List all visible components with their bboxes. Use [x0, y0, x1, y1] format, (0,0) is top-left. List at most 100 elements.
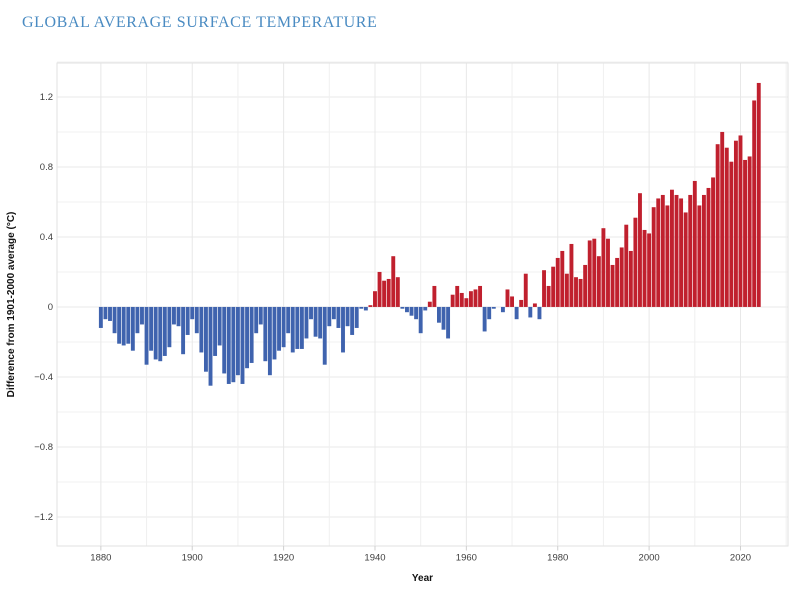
- plot-border: [56, 62, 789, 547]
- bar-2018: [729, 161, 734, 307]
- bar-1963: [478, 285, 483, 307]
- bar-1941: [377, 271, 382, 307]
- bar-1924: [299, 306, 304, 349]
- bar-1955: [441, 306, 446, 330]
- bar-1985: [578, 278, 583, 307]
- bar-1988: [592, 238, 597, 307]
- bar-1885: [121, 306, 126, 346]
- bar-1934: [345, 306, 350, 327]
- bar-1980: [555, 257, 560, 307]
- y-tick-label--0.4: −0.4: [34, 372, 53, 383]
- bar-1940: [373, 291, 377, 307]
- bar-1927: [313, 306, 318, 337]
- bar-1920: [281, 306, 286, 348]
- bar-2013: [706, 187, 711, 307]
- bar-2015: [715, 144, 720, 307]
- bar-1925: [304, 306, 309, 339]
- bar-1973: [523, 273, 528, 307]
- bar-1998: [638, 193, 642, 307]
- bar-1943: [386, 278, 391, 307]
- bar-1958: [455, 285, 460, 307]
- bar-1909: [231, 306, 236, 383]
- bar-1994: [619, 247, 624, 307]
- bar-1890: [144, 306, 149, 365]
- bar-1913: [249, 306, 254, 363]
- bar-1902: [199, 306, 204, 353]
- bar-2022: [747, 156, 752, 307]
- bar-1947: [405, 306, 409, 313]
- bar-1961: [468, 291, 473, 307]
- bar-1911: [240, 306, 245, 384]
- bar-1959: [459, 292, 464, 307]
- bar-1893: [158, 306, 163, 362]
- bar-2007: [679, 198, 684, 307]
- bar-1906: [217, 306, 222, 346]
- bar-2002: [656, 198, 661, 307]
- bar-1897: [176, 306, 181, 327]
- bar-2001: [651, 207, 656, 307]
- y-tick-label-0: 0: [48, 302, 53, 313]
- y-axis-title: Difference from 1901-2000 average (°C): [6, 212, 17, 398]
- bar-1891: [149, 306, 154, 351]
- bar-1966: [491, 306, 496, 309]
- bar-1939: [368, 305, 373, 307]
- bar-2024: [756, 82, 761, 307]
- bar-2021: [743, 159, 747, 307]
- bar-1953: [432, 285, 437, 307]
- bar-2003: [660, 194, 665, 307]
- bar-1886: [126, 306, 131, 344]
- x-tick-label-1920: 1920: [273, 553, 294, 564]
- y-tick-label-1.2: 1.2: [40, 92, 53, 103]
- bar-1991: [606, 238, 610, 307]
- x-tick-label-1960: 1960: [456, 553, 477, 564]
- bar-1997: [633, 217, 638, 307]
- bar-1964: [482, 306, 487, 332]
- bar-1968: [500, 306, 505, 313]
- bar-1971: [514, 306, 519, 320]
- bar-1880: [98, 306, 103, 328]
- chart-title: GLOBAL AVERAGE SURFACE TEMPERATURE: [22, 14, 378, 31]
- bar-1957: [450, 294, 455, 307]
- bar-1992: [610, 264, 615, 307]
- bar-1972: [519, 299, 524, 307]
- bar-1948: [409, 306, 414, 316]
- bar-1956: [446, 306, 451, 339]
- x-tick-label-2020: 2020: [730, 553, 751, 564]
- bar-1965: [487, 306, 492, 320]
- bar-1989: [596, 256, 601, 307]
- bar-1914: [254, 306, 259, 334]
- bar-1892: [153, 306, 158, 360]
- bar-1936: [354, 306, 359, 328]
- bar-2010: [692, 180, 697, 307]
- y-tick-label--1.2: −1.2: [34, 512, 53, 523]
- bar-1900: [190, 306, 195, 320]
- bar-1960: [464, 298, 469, 307]
- bar-1901: [194, 306, 199, 334]
- bar-1984: [574, 277, 578, 307]
- bar-1976: [537, 306, 542, 320]
- bar-1981: [560, 250, 565, 307]
- bar-1952: [427, 301, 432, 307]
- bar-1919: [277, 306, 281, 351]
- bar-2023: [752, 100, 757, 307]
- y-tick-label-0.4: 0.4: [40, 232, 53, 243]
- bar-1899: [185, 306, 190, 335]
- bar-1983: [569, 243, 574, 307]
- bar-2004: [665, 205, 670, 307]
- bar-2012: [701, 194, 706, 307]
- bar-1928: [318, 306, 323, 339]
- bar-1949: [414, 306, 419, 320]
- bar-1929: [322, 306, 327, 365]
- bar-2017: [724, 147, 729, 307]
- bar-1962: [473, 289, 478, 307]
- bar-2014: [711, 177, 716, 307]
- bar-1974: [528, 306, 533, 318]
- bar-1903: [203, 306, 208, 372]
- bar-2005: [670, 189, 674, 307]
- bar-2016: [720, 131, 725, 307]
- bar-1986: [583, 264, 588, 307]
- bar-2000: [647, 233, 652, 307]
- bar-1931: [331, 306, 336, 320]
- bar-2008: [683, 212, 688, 307]
